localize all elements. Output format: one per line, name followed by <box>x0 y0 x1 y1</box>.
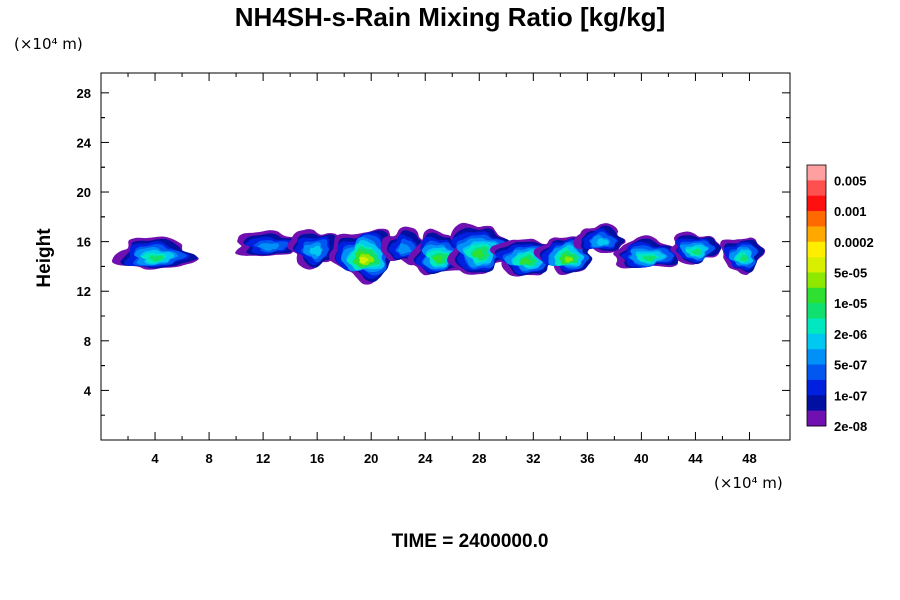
contour-region <box>432 255 443 263</box>
colorbar-frame <box>806 164 827 427</box>
x-tick-label: 12 <box>256 451 270 466</box>
x-unit-label: (×10⁴ m) <box>714 474 783 492</box>
y-axis-label: Height <box>34 228 55 288</box>
x-tick-label: 44 <box>688 451 703 466</box>
x-tick-label: 36 <box>580 451 594 466</box>
y-tick-label: 12 <box>77 284 91 299</box>
colorbar-label: 1e-05 <box>834 296 867 311</box>
x-tick-label: 28 <box>472 451 486 466</box>
y-tick-label: 24 <box>77 135 92 150</box>
colorbar-swatch <box>807 379 826 396</box>
x-tick-label: 16 <box>310 451 324 466</box>
colorbar-swatch <box>807 333 826 350</box>
x-axis: 4 8 12 16 20 24 28 32 36 40 44 48 <box>127 73 757 466</box>
chart-title: NH4SH-s-Rain Mixing Ratio [kg/kg] <box>234 2 666 32</box>
colorbar-swatch <box>807 410 826 427</box>
colorbar-swatch <box>807 180 826 197</box>
y-axis: 4 8 12 16 20 24 28 <box>77 86 790 416</box>
x-tick-label: 24 <box>418 451 433 466</box>
y-tick-label: 8 <box>84 334 91 349</box>
x-tick-label: 20 <box>364 451 378 466</box>
colorbar-label: 1e-07 <box>834 388 867 403</box>
colorbar-swatch <box>807 211 826 227</box>
contour-region <box>359 256 369 264</box>
colorbar-swatch <box>807 257 826 273</box>
x-tick-label: 8 <box>205 451 212 466</box>
colorbar-swatch <box>807 303 826 319</box>
contour-region <box>309 245 322 256</box>
plot-frame <box>100 72 791 441</box>
contour-region <box>691 249 702 255</box>
colorbar-label: 2e-08 <box>834 419 867 434</box>
contour-region <box>596 238 609 246</box>
contour-region <box>739 254 749 262</box>
colorbar-label: 5e-07 <box>834 358 867 373</box>
contour-region <box>520 257 532 265</box>
colorbar-swatch <box>807 226 826 243</box>
x-tick-label: 48 <box>742 451 756 466</box>
colorbar-label: 0.001 <box>834 204 867 219</box>
colorbar-swatch <box>807 241 826 258</box>
contour-region <box>642 255 657 262</box>
x-tick-label: 32 <box>526 451 540 466</box>
contour-region <box>564 256 574 263</box>
y-tick-label: 16 <box>77 235 91 250</box>
colorbar-swatch <box>807 165 826 181</box>
y-unit-label: (×10⁴ m) <box>14 35 83 53</box>
contour-region <box>148 255 164 262</box>
y-tick-label: 28 <box>77 86 91 101</box>
mixing-ratio-field <box>111 222 765 285</box>
colorbar: 0.005 0.001 0.0002 5e-05 1e-05 2e-06 5e-07 1e-0… <box>806 164 874 434</box>
colorbar-swatch <box>807 272 826 289</box>
colorbar-swatch <box>807 195 826 212</box>
colorbar-swatch <box>807 318 826 335</box>
y-tick-label: 4 <box>84 383 92 398</box>
colorbar-label: 0.005 <box>834 173 867 188</box>
colorbar-label: 2e-06 <box>834 327 867 342</box>
x-tick-label: 4 <box>151 451 159 466</box>
y-tick-label: 20 <box>77 185 91 200</box>
contour-region <box>472 249 484 259</box>
colorbar-label: 0.0002 <box>834 235 874 250</box>
colorbar-swatch <box>807 349 826 366</box>
colorbar-swatch <box>807 364 826 381</box>
colorbar-label: 5e-05 <box>834 265 867 280</box>
colorbar-swatch <box>807 287 826 304</box>
contour-region <box>257 243 279 251</box>
contour-region <box>397 243 412 255</box>
colorbar-swatch <box>807 395 826 412</box>
time-label: TIME = 2400000.0 <box>391 531 549 552</box>
x-tick-label: 40 <box>634 451 648 466</box>
